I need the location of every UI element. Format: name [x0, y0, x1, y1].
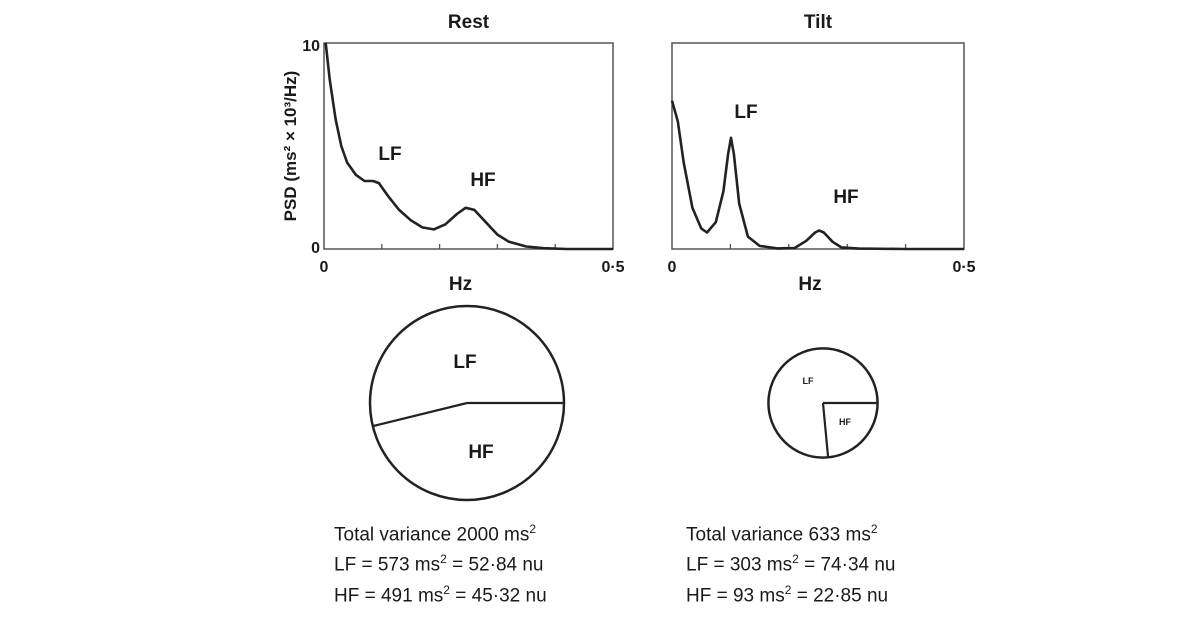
tilt-pie-divider: [821, 402, 830, 458]
rest-x-tick-label: 0: [320, 259, 329, 276]
tilt-x-tick-label: 0: [668, 259, 677, 276]
rest-pie-hf-label: HF: [468, 442, 493, 463]
tilt-hf-annotation: HF: [833, 187, 858, 208]
rest-plot-frame: [323, 42, 614, 250]
rest-title: Rest: [448, 12, 490, 33]
rest-pie-divider: [372, 401, 468, 428]
tilt-pie-lf-label: LF: [803, 376, 814, 386]
tilt-hf-value: HF = 93 ms2 = 22·85 nu: [686, 582, 889, 606]
tilt-total-variance: Total variance 633 ms2: [686, 522, 878, 546]
rest-hf-value: HF = 491 ms2 = 45·32 nu: [334, 582, 547, 606]
rest-psd-line: [324, 42, 613, 251]
rest-x-tick-label: 0·5: [601, 259, 624, 276]
rest-lf-annotation: LF: [378, 144, 401, 165]
tilt-title: Tilt: [804, 12, 833, 33]
rest-total-variance: Total variance 2000 ms2: [334, 522, 537, 546]
rest-lf-value: LF = 573 ms2 = 52·84 nu: [334, 552, 544, 576]
tilt-lf-value: LF = 303 ms2 = 74·34 nu: [686, 552, 896, 576]
tilt-pie-hf-label: HF: [839, 417, 851, 427]
rest-hf-annotation: HF: [470, 170, 495, 191]
tilt-stats: Total variance 633 ms2 LF = 303 ms2 = 74…: [686, 517, 896, 608]
rest-stats: Total variance 2000 ms2 LF = 573 ms2 = 5…: [334, 517, 547, 608]
tilt-psd-line: [670, 100, 964, 251]
tilt-lf-annotation: LF: [734, 102, 757, 123]
tilt-x-tick-label: 0·5: [952, 259, 975, 276]
rest-pie-lf-label: LF: [453, 352, 476, 373]
tilt-x-axis-label: Hz: [798, 274, 821, 295]
y-axis-label: PSD (ms² × 10³/Hz): [281, 71, 300, 222]
y-tick-label: 0: [311, 240, 320, 257]
rest-x-axis-label: Hz: [449, 274, 472, 295]
tilt-plot-frame: [671, 42, 965, 250]
y-tick-label: 10: [302, 38, 320, 55]
